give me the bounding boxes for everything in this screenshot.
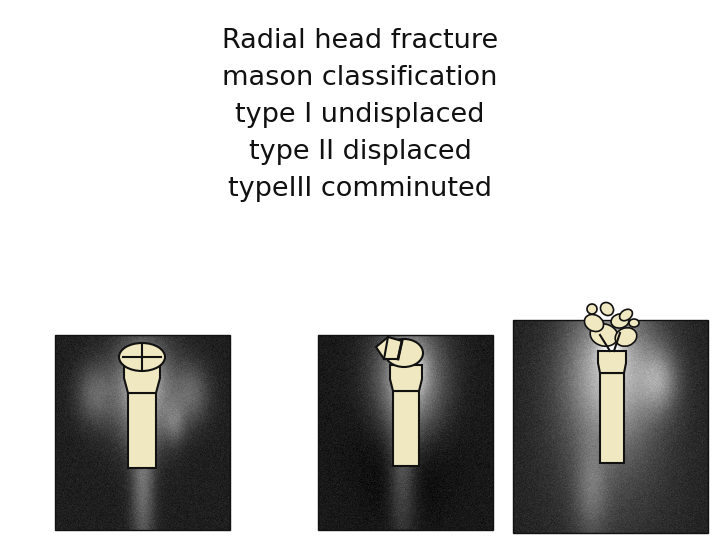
Bar (513, 320, 708, 533)
Text: mason classification: mason classification (222, 65, 498, 91)
Text: type II displaced: type II displaced (248, 139, 472, 165)
Bar (55, 335, 230, 530)
Polygon shape (390, 365, 422, 391)
Ellipse shape (611, 314, 629, 328)
Ellipse shape (585, 314, 603, 332)
Ellipse shape (587, 304, 597, 314)
Bar (600, 373, 624, 463)
Ellipse shape (590, 324, 618, 346)
Ellipse shape (119, 343, 165, 371)
Polygon shape (124, 365, 160, 393)
Ellipse shape (620, 309, 632, 321)
Bar (318, 335, 493, 530)
Polygon shape (598, 351, 626, 373)
Text: Radial head fracture: Radial head fracture (222, 28, 498, 54)
Text: type I undisplaced: type I undisplaced (235, 102, 485, 128)
Polygon shape (376, 337, 402, 359)
Ellipse shape (385, 339, 423, 367)
Ellipse shape (600, 302, 613, 315)
Ellipse shape (615, 328, 636, 346)
Text: typeIII comminuted: typeIII comminuted (228, 176, 492, 202)
Ellipse shape (629, 319, 639, 327)
Bar (128, 393, 156, 468)
Bar (393, 391, 419, 466)
